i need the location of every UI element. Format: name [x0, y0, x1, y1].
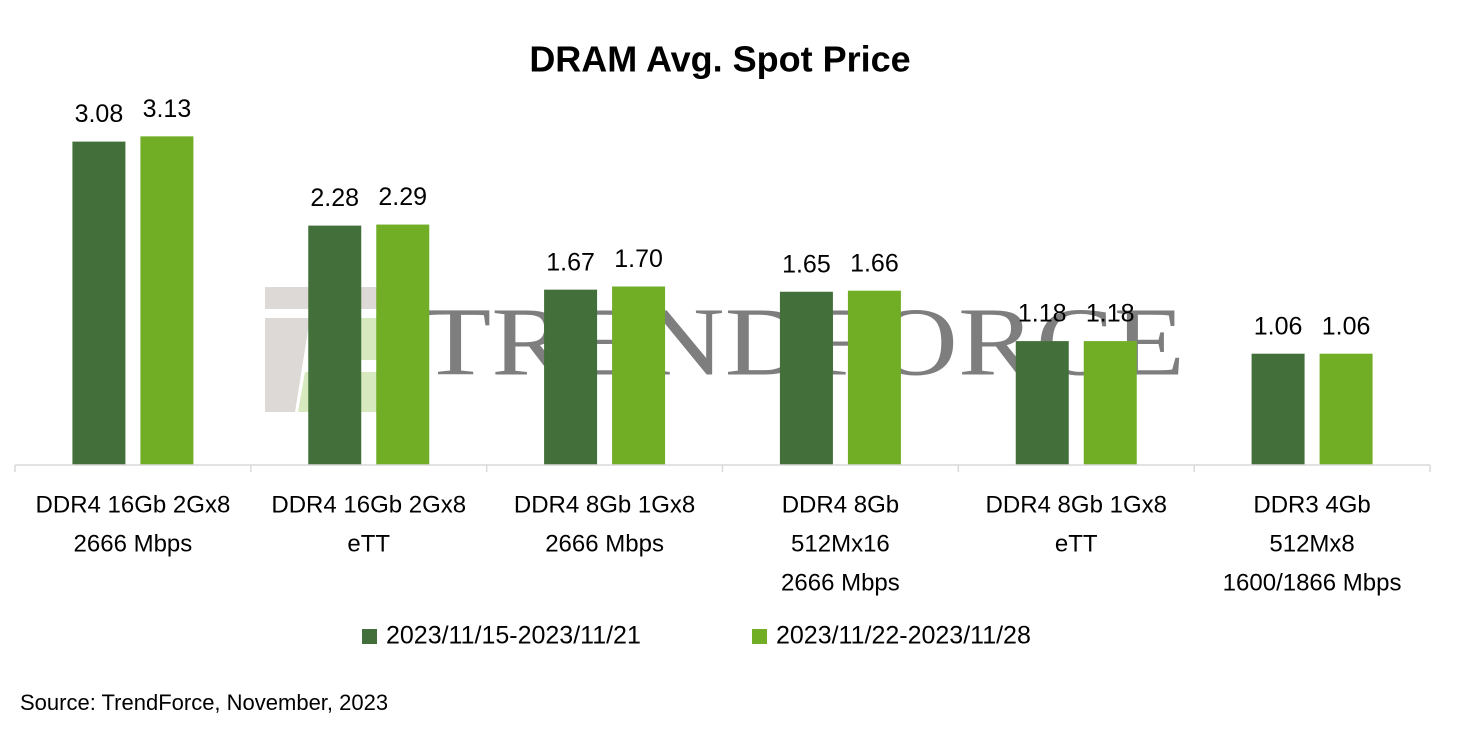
bar: [1083, 341, 1137, 465]
bar: [779, 291, 833, 465]
data-label: 1.18: [1018, 300, 1067, 328]
x-tick-label: DDR4 8Gb: [782, 491, 899, 518]
x-tick-label: DDR4 16Gb 2Gx8: [36, 491, 231, 518]
legend-swatch: [752, 629, 767, 644]
x-tick-label: DDR4 8Gb 1Gx8: [986, 491, 1167, 518]
bar: [72, 141, 126, 465]
bar: [308, 225, 362, 465]
x-tick-label: 2666 Mbps: [545, 530, 664, 557]
x-tick-label: 512Mx16: [791, 530, 890, 557]
bar: [612, 286, 666, 465]
x-tick-label: eTT: [1055, 530, 1098, 557]
legend-swatch: [362, 629, 377, 644]
data-label: 1.06: [1322, 312, 1371, 340]
bar: [544, 289, 598, 465]
x-tick-label: eTT: [347, 530, 390, 557]
bar: [1015, 341, 1069, 465]
data-label: 1.67: [546, 248, 595, 276]
x-tick-label: 512Mx8: [1269, 530, 1354, 557]
x-tick-label: 2666 Mbps: [781, 569, 900, 596]
bar: [1319, 353, 1373, 465]
legend-label: 2023/11/15-2023/11/21: [386, 622, 641, 650]
chart-title: DRAM Avg. Spot Price: [529, 39, 910, 80]
x-tick-label: 1600/1866 Mbps: [1223, 569, 1402, 596]
x-tick-label: 2666 Mbps: [74, 530, 193, 557]
data-label: 3.13: [143, 95, 192, 123]
data-label: 3.08: [75, 100, 124, 128]
x-tick-label: DDR4 16Gb 2Gx8: [271, 491, 466, 518]
x-tick-label: DDR4 8Gb 1Gx8: [514, 491, 695, 518]
data-label: 1.18: [1086, 300, 1135, 328]
x-tick-label: DDR3 4Gb: [1253, 491, 1370, 518]
data-label: 2.29: [378, 183, 427, 211]
source-note: Source: TrendForce, November, 2023: [20, 690, 388, 715]
data-label: 2.28: [310, 184, 359, 212]
data-label: 1.70: [614, 245, 663, 273]
bar: [1251, 353, 1305, 465]
data-label: 1.65: [782, 250, 831, 278]
data-label: 1.06: [1254, 312, 1303, 340]
bar: [140, 136, 194, 465]
legend-label: 2023/11/22-2023/11/28: [776, 622, 1031, 650]
data-label: 1.66: [850, 249, 899, 277]
bar: [376, 224, 430, 465]
bar: [847, 290, 901, 465]
